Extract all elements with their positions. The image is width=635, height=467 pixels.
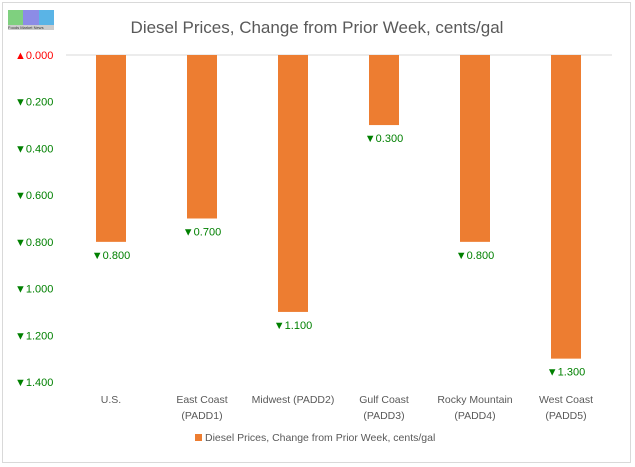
y-tick-label: ▼1.200: [15, 330, 53, 342]
data-label: ▼0.700: [183, 227, 221, 239]
bar: [460, 55, 490, 242]
x-tick-label: (PADD3): [363, 410, 404, 422]
data-label: ▼0.800: [456, 250, 494, 262]
x-tick-label: East Coast: [176, 394, 227, 406]
bar: [187, 55, 217, 219]
legend-swatch: [195, 434, 202, 441]
x-tick-label: Rocky Mountain: [437, 394, 512, 406]
data-label: ▼0.800: [92, 250, 130, 262]
logo: Foods Market News: [8, 10, 54, 31]
y-tick-label: ▼1.400: [15, 377, 53, 389]
data-label: ▼1.100: [274, 320, 312, 332]
x-tick-label: (PADD5): [545, 410, 586, 422]
bar: [96, 55, 126, 242]
bar: [369, 55, 399, 126]
legend-label: Diesel Prices, Change from Prior Week, c…: [205, 432, 435, 444]
y-tick-label: ▼0.400: [15, 143, 53, 155]
data-label: ▼1.300: [547, 367, 585, 379]
bar: [551, 55, 581, 359]
x-tick-label: West Coast: [539, 394, 593, 406]
data-label: ▼0.300: [365, 133, 403, 145]
chart-title: Diesel Prices, Change from Prior Week, c…: [131, 18, 504, 37]
bar: [278, 55, 308, 312]
x-tick-label: (PADD4): [454, 410, 495, 422]
x-tick-label: (PADD1): [181, 410, 222, 422]
y-tick-label: ▼0.200: [15, 97, 53, 109]
x-tick-label: U.S.: [101, 394, 121, 406]
y-tick-label: ▲0.000: [15, 50, 53, 62]
x-tick-label: Gulf Coast: [359, 394, 409, 406]
x-tick-label: Midwest (PADD2): [252, 394, 335, 406]
y-tick-label: ▼1.000: [15, 284, 53, 296]
chart-frame: [2, 2, 631, 463]
y-tick-label: ▼0.800: [15, 237, 53, 249]
y-tick-label: ▼0.600: [15, 190, 53, 202]
